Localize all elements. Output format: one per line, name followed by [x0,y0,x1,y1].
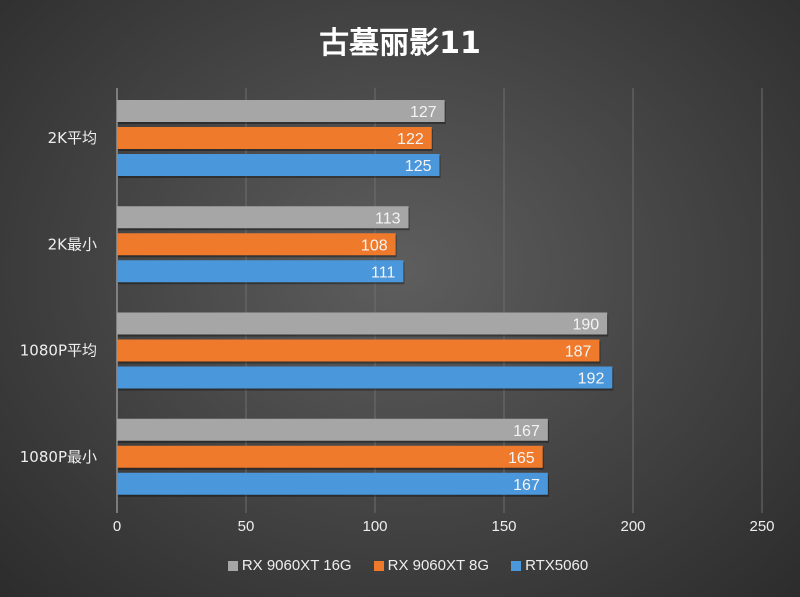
legend-label: RX 9060XT 16G [241,557,352,574]
legend-item: RX 9060XT 8G [373,557,490,574]
bar [117,100,445,122]
bar [117,206,409,229]
data-label: 192 [578,371,605,388]
data-label: 165 [508,450,535,467]
data-label: 187 [565,344,592,361]
bar [117,127,432,149]
bar [117,366,613,389]
bar [117,339,600,362]
bar [117,154,440,176]
category-label: 1080P最小 [20,448,97,466]
legend-swatch [511,560,522,571]
x-tick-label: 150 [491,518,516,535]
legend-item: RTX5060 [511,557,588,574]
data-label: 127 [410,104,437,121]
legend-swatch [373,560,384,571]
bar [117,260,404,283]
data-label: 167 [513,477,540,494]
data-label: 167 [513,423,540,440]
x-tick-label: 100 [362,518,387,535]
legend-item: RX 9060XT 16G [227,557,352,574]
bar [117,418,548,441]
legend-swatch [227,560,238,571]
bar [117,445,543,468]
legend: RX 9060XT 16G RX 9060XT 8G RTX5060 [0,557,800,574]
category-label: 2K最小 [48,235,97,253]
chart-title: 古墓丽影11 [319,26,481,61]
x-tick-label: 200 [620,518,645,535]
x-tick-label: 250 [749,518,774,535]
legend-label: RX 9060XT 8G [387,557,490,574]
bar [117,233,396,256]
bar [117,312,608,335]
data-label: 108 [361,237,388,254]
data-label: 125 [405,158,432,175]
data-label: 190 [572,317,599,334]
data-label: 111 [371,264,395,281]
x-tick-label: 0 [113,518,121,535]
category-label: 2K平均 [48,129,97,147]
x-tick-label: 50 [238,518,255,535]
data-label: 122 [397,131,424,148]
bar [117,472,548,495]
data-label: 113 [375,210,401,227]
category-label: 1080P平均 [20,342,97,360]
legend-label: RTX5060 [525,557,589,574]
